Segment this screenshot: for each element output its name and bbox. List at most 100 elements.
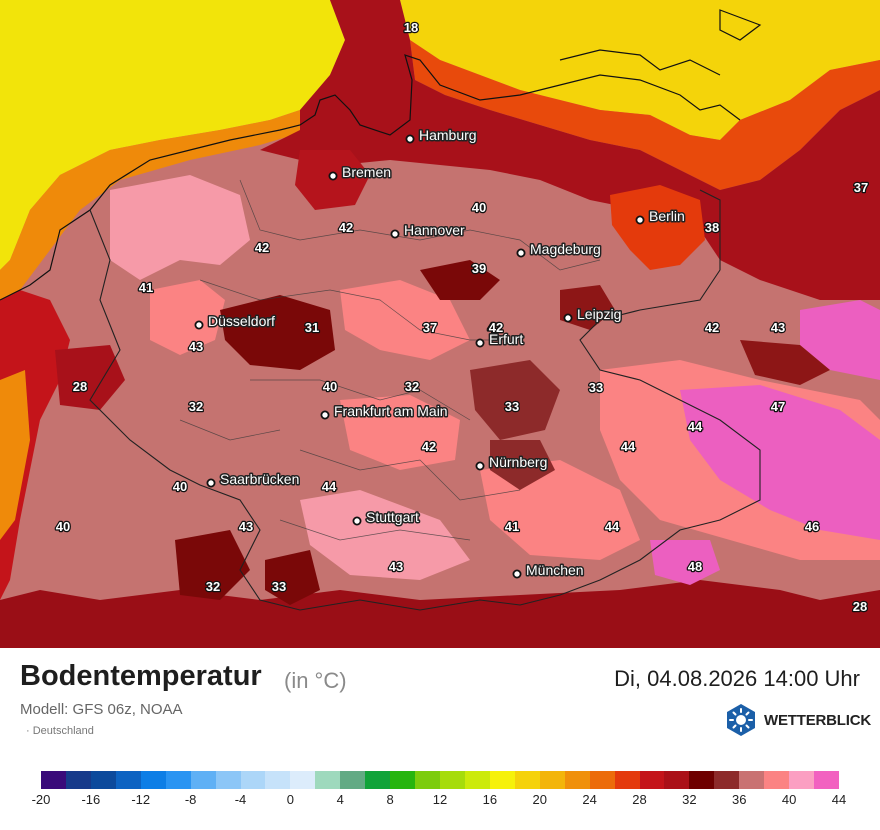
region-info: · Deutschland — [26, 725, 94, 737]
scale-tick-label: 8 — [386, 792, 394, 807]
scale-swatch — [65, 771, 91, 789]
scale-tick-label: 40 — [781, 792, 797, 807]
city-label: Leipzig — [577, 306, 621, 322]
scale-swatch — [140, 771, 166, 789]
cool-blob-ruhr — [220, 295, 335, 370]
scale-swatch — [365, 771, 391, 789]
temperature-value: 48 — [688, 559, 702, 574]
city-marker[interactable] — [516, 248, 526, 258]
munich-pink-area — [650, 540, 720, 585]
temperature-value: 42 — [705, 320, 719, 335]
city-marker[interactable] — [475, 338, 485, 348]
scale-swatch — [415, 771, 440, 789]
city-marker[interactable] — [328, 171, 338, 181]
city-label: Erfurt — [489, 331, 523, 347]
scale-tick-label: 36 — [732, 792, 747, 807]
city-marker[interactable] — [405, 134, 415, 144]
city-marker[interactable] — [206, 478, 216, 488]
scale-swatch — [764, 771, 790, 789]
city-label: Bremen — [342, 164, 391, 180]
color-scale-labels: -20 -16 -12 -8 -4 0 4 8 12 16 20 24 28 32 36 40 44 — [0, 792, 880, 810]
scale-swatch — [115, 771, 141, 789]
temperature-value: 38 — [705, 220, 719, 235]
west-dark-area — [0, 290, 70, 600]
temperature-value: 33 — [272, 579, 286, 594]
scale-tick-label: 4 — [336, 792, 344, 807]
scale-swatch — [315, 771, 341, 789]
baden-pink-area — [300, 490, 470, 580]
czech-magenta-area — [680, 385, 880, 540]
cool-blob-blackforest — [175, 530, 250, 600]
temperature-value: 18 — [404, 20, 418, 35]
berlin-orange-area — [610, 185, 705, 270]
city-label: Berlin — [649, 208, 685, 224]
scale-swatch — [90, 771, 116, 789]
scale-swatch — [689, 771, 715, 789]
coastline — [0, 54, 741, 301]
scale-tick-label: 0 — [286, 792, 294, 807]
city-label: Saarbrücken — [220, 471, 299, 487]
scale-swatch — [215, 771, 241, 789]
temperature-value: 40 — [56, 519, 70, 534]
temperature-value: 44 — [688, 419, 703, 434]
scale-tick-label: 20 — [532, 792, 547, 807]
scale-swatch — [614, 771, 640, 789]
city-marker[interactable] — [352, 516, 362, 526]
city-marker[interactable] — [475, 461, 485, 471]
scale-tick-label: 16 — [482, 792, 498, 807]
scale-swatch — [440, 771, 465, 789]
city-marker[interactable] — [512, 569, 522, 579]
temperature-value: 44 — [605, 519, 620, 534]
temperature-value: 42 — [339, 220, 353, 235]
city-label: Hamburg — [419, 127, 477, 143]
scale-swatch — [265, 771, 291, 789]
brand-name: WETTERBLICK — [764, 711, 871, 729]
temperature-value: 43 — [389, 559, 403, 574]
city-marker[interactable] — [320, 410, 330, 420]
scale-tick-label: 32 — [682, 792, 697, 807]
czech-magenta-east — [800, 300, 880, 380]
temperature-value: 40 — [323, 379, 337, 394]
temperature-value: 41 — [139, 280, 153, 295]
map-title: Bodentemperatur — [20, 660, 262, 692]
city-label: Nürnberg — [489, 454, 547, 470]
state-borders — [179, 179, 601, 541]
scale-swatch — [814, 771, 839, 789]
map-unit: (in °C) — [284, 668, 347, 693]
city-label: Düsseldorf — [208, 313, 275, 329]
scale-tick-label: 28 — [632, 792, 647, 807]
scale-tick-label: -16 — [81, 792, 101, 807]
scale-swatch — [564, 771, 590, 789]
scale-swatch — [589, 771, 615, 789]
scale-swatch — [464, 771, 490, 789]
city-marker[interactable] — [390, 229, 400, 239]
baltic-orange-band — [410, 40, 880, 190]
brand-logo[interactable]: WETTERBLICK — [724, 704, 871, 736]
temperature-value: 44 — [621, 439, 636, 454]
scale-swatch — [340, 771, 366, 789]
city-marker[interactable] — [563, 313, 573, 323]
cool-blob-nuremberg — [490, 440, 555, 490]
scale-tick-label: 44 — [831, 792, 847, 807]
coastline-baltic-islands — [559, 9, 762, 76]
temperature-value: 33 — [505, 399, 519, 414]
north-sea-area — [0, 0, 345, 270]
temperature-value: 40 — [173, 479, 187, 494]
city-marker[interactable] — [635, 215, 645, 225]
temperature-value: 28 — [853, 599, 867, 614]
temperature-map[interactable]: Hamburg Bremen Hannover Berlin Magdeburg Düss… — [0, 0, 880, 648]
temperature-value: 43 — [771, 320, 785, 335]
cool-blob-swabian — [265, 550, 320, 605]
scale-tick-label: 24 — [582, 792, 597, 807]
scale-swatch — [41, 771, 66, 789]
temperature-value: 42 — [488, 320, 502, 335]
scale-tick-label: -12 — [131, 792, 151, 807]
west-orange-area — [0, 370, 30, 540]
city-label: Stuttgart — [366, 509, 419, 525]
temperature-value: 28 — [73, 379, 87, 394]
west-pink-area — [110, 175, 250, 280]
temperature-value: 37 — [423, 320, 437, 335]
scale-swatch — [789, 771, 815, 789]
city-label: Hannover — [404, 222, 465, 238]
city-marker[interactable] — [194, 320, 204, 330]
